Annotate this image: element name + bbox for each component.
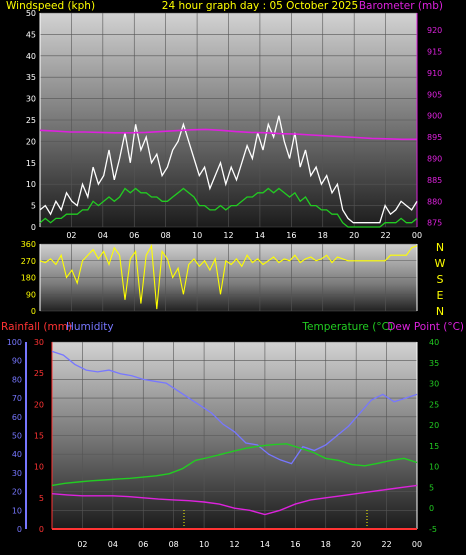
temp-y-tick: 30 xyxy=(429,380,439,389)
temp-x-tick: 14 xyxy=(260,540,270,549)
humidity-y-tick: 30 xyxy=(12,469,22,478)
direction-y-tick: 90 xyxy=(26,290,36,299)
temp-x-tick: 02 xyxy=(77,540,87,549)
rainfall-y-tick: 0 xyxy=(39,525,44,534)
rainfall-y-tick: 20 xyxy=(34,400,44,409)
wind-x-tick: 06 xyxy=(129,231,139,240)
temp-y-tick: -5 xyxy=(429,525,437,534)
temperature-line xyxy=(51,443,418,487)
wind-y-tick: 35 xyxy=(26,73,36,82)
wind-y-tick: 15 xyxy=(26,159,36,168)
rainfall-label: Rainfall (mm) xyxy=(1,321,72,333)
barometer-y-tick: 890 xyxy=(427,155,442,164)
humidity-y-tick: 80 xyxy=(12,375,22,384)
wind-y-tick: 25 xyxy=(26,116,36,125)
temp-y-tick: 15 xyxy=(429,442,439,451)
wind-x-tick: 12 xyxy=(223,231,233,240)
humidity-y-tick: 90 xyxy=(12,357,22,366)
wind-x-tick: 00 xyxy=(412,231,422,240)
rainfall-y-tick: 25 xyxy=(34,369,44,378)
wind-avg-line xyxy=(39,187,418,228)
temp-x-tick: 22 xyxy=(381,540,391,549)
temp-y-tick: 25 xyxy=(429,400,439,409)
dir-letter-n2: N xyxy=(436,305,444,318)
temp-x-tick: 20 xyxy=(351,540,361,549)
barometer-label: Barometer (mb) xyxy=(359,0,443,12)
wind-y-tick: 40 xyxy=(26,52,36,61)
wind-x-tick: 02 xyxy=(66,231,76,240)
temp-y-tick: 10 xyxy=(429,463,439,472)
temp-y-tick: 35 xyxy=(429,359,439,368)
wind-y-tick: 0 xyxy=(31,223,36,232)
humidity-y-tick: 0 xyxy=(17,525,22,534)
wind-x-tick: 04 xyxy=(98,231,108,240)
barometer-y-tick: 880 xyxy=(427,197,442,206)
humidity-y-tick: 40 xyxy=(12,450,22,459)
barometer-y-tick: 895 xyxy=(427,133,442,142)
dir-letter-w: W xyxy=(435,257,446,270)
dir-letter-e: E xyxy=(437,289,444,302)
wind-x-tick: 08 xyxy=(161,231,171,240)
rainfall-y-tick: 5 xyxy=(39,494,44,503)
temp-x-tick: 04 xyxy=(108,540,118,549)
wind-gust-line xyxy=(39,115,418,224)
temp-y-tick: 40 xyxy=(429,338,439,347)
wind-y-tick: 45 xyxy=(26,30,36,39)
wind-x-tick: 20 xyxy=(349,231,359,240)
wind-x-tick: 18 xyxy=(318,231,328,240)
barometer-y-tick: 915 xyxy=(427,48,442,57)
humidity-y-tick: 70 xyxy=(12,394,22,403)
direction-y-tick: 0 xyxy=(31,307,36,316)
windspeed-label: Windspeed (kph) xyxy=(6,0,95,12)
rainfall-y-tick: 10 xyxy=(34,463,44,472)
temp-x-tick: 06 xyxy=(138,540,148,549)
direction-line xyxy=(39,244,418,310)
direction-y-tick: 270 xyxy=(21,257,36,266)
humidity-y-tick: 20 xyxy=(12,488,22,497)
dir-letter-s: S xyxy=(437,273,444,286)
wind-x-tick: 14 xyxy=(255,231,265,240)
wind-x-tick: 10 xyxy=(192,231,202,240)
direction-y-tick: 180 xyxy=(21,274,36,283)
barometer-y-tick: 900 xyxy=(427,112,442,121)
rainfall-y-tick: 30 xyxy=(34,338,44,347)
temperature-label: Temperature (°C) xyxy=(301,321,393,333)
temp-x-tick: 08 xyxy=(169,540,179,549)
dewpoint-line xyxy=(51,484,418,516)
humidity-label: Humidity xyxy=(66,321,114,333)
humidity-y-tick: 100 xyxy=(7,338,22,347)
rainfall-y-tick: 15 xyxy=(34,432,44,441)
graph-title: 24 hour graph day : 05 October 2025 xyxy=(162,0,358,12)
wind-y-tick: 5 xyxy=(31,202,36,211)
humidity-y-tick: 50 xyxy=(12,432,22,441)
wind-y-tick: 10 xyxy=(26,180,36,189)
temp-y-tick: 20 xyxy=(429,421,439,430)
barometer-y-tick: 905 xyxy=(427,90,442,99)
temp-x-tick: 00 xyxy=(412,540,422,549)
humidity-y-tick: 60 xyxy=(12,413,22,422)
dir-letter-n1: N xyxy=(436,241,444,254)
barometer-y-tick: 910 xyxy=(427,69,442,78)
wind-y-tick: 20 xyxy=(26,137,36,146)
barometer-y-tick: 920 xyxy=(427,26,442,35)
temp-x-tick: 12 xyxy=(229,540,239,549)
direction-y-tick: 360 xyxy=(21,240,36,249)
temp-x-tick: 18 xyxy=(321,540,331,549)
wind-x-tick: 16 xyxy=(286,231,296,240)
wind-y-tick: 30 xyxy=(26,95,36,104)
barometer-y-tick: 875 xyxy=(427,219,442,228)
temp-y-tick: 0 xyxy=(429,504,434,513)
humidity-y-tick: 10 xyxy=(12,506,22,515)
temp-x-tick: 16 xyxy=(290,540,300,549)
wind-y-tick: 50 xyxy=(26,9,36,18)
humidity-line xyxy=(51,350,418,465)
direction-letters: N W S E N xyxy=(435,241,446,318)
dewpoint-label: Dew Point (°C) xyxy=(387,321,464,333)
temp-x-tick: 10 xyxy=(199,540,209,549)
barometer-y-tick: 885 xyxy=(427,176,442,185)
temp-y-tick: 5 xyxy=(429,483,434,492)
wind-x-tick: 22 xyxy=(380,231,390,240)
barometer-line xyxy=(39,128,417,141)
